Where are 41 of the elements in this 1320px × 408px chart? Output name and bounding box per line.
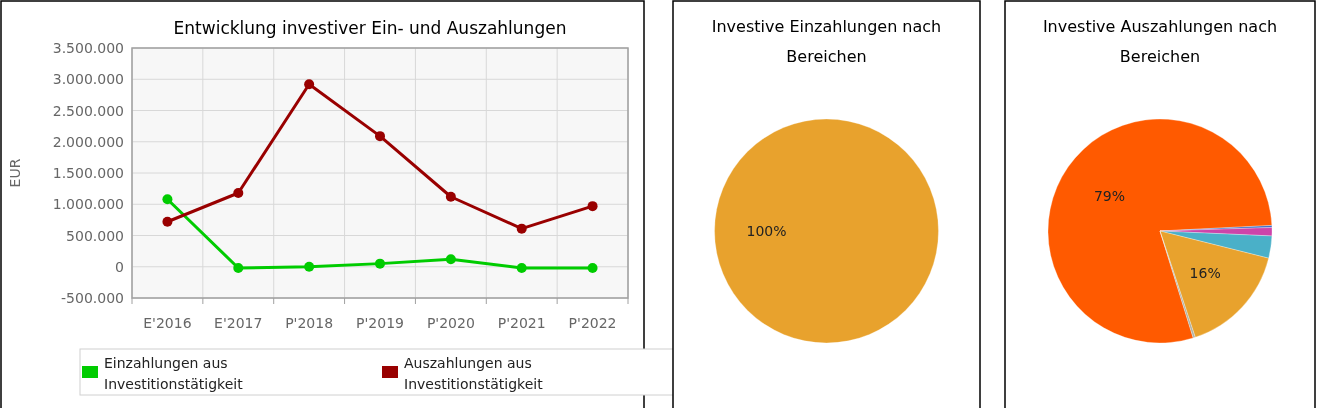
point xyxy=(445,191,456,202)
pie-slice xyxy=(1047,118,1273,344)
y-tick-label: 1.000.000 xyxy=(52,196,124,213)
point xyxy=(233,188,244,198)
x-tick-label: P'2020 xyxy=(426,315,475,331)
y-tick-label: -500.000 xyxy=(61,290,124,306)
point xyxy=(162,194,173,205)
y-tick-label: 2.500.000 xyxy=(52,102,124,119)
data-label: 100% xyxy=(746,223,787,239)
x-tick-label: E'2017 xyxy=(214,315,263,331)
data-label: 79% xyxy=(1093,187,1126,204)
x-tick-label: P'2019 xyxy=(356,315,404,331)
x-tick-label: P'2021 xyxy=(497,315,546,331)
point xyxy=(233,263,244,273)
y-tick-label: 0 xyxy=(115,258,124,275)
chart-title: Investive Auszahlungen nach Bereichen xyxy=(1042,17,1278,66)
point xyxy=(516,223,527,234)
y-axis-title: EUR xyxy=(7,158,23,188)
data-label: 16% xyxy=(1189,264,1221,281)
point xyxy=(587,201,598,212)
chart-title: Entwicklung investiver Ein- und Auszahlungen xyxy=(173,18,567,38)
chart-title: Investive Einzahlungen nach Bereichen xyxy=(711,17,942,66)
point xyxy=(375,258,385,269)
legend-label: Einzahlungen aus Investitionstätigkeit xyxy=(104,355,244,392)
point xyxy=(162,216,173,227)
point xyxy=(304,261,315,272)
y-tick-label: 3.000.000 xyxy=(52,71,124,88)
x-tick-label: P'2018 xyxy=(285,315,334,331)
y-tick-label: 500.000 xyxy=(66,227,124,244)
y-tick-label: 3.500.000 xyxy=(52,40,124,56)
y-tick-label: 2.000.000 xyxy=(52,133,124,150)
point xyxy=(445,254,456,265)
point xyxy=(516,263,527,273)
y-tick-label: 1.500.000 xyxy=(52,165,124,181)
point xyxy=(587,263,598,273)
legend-label: Auszahlungen aus Investitionstätigkeit xyxy=(404,355,544,392)
x-tick-label: E'2016 xyxy=(143,315,192,331)
point xyxy=(304,79,315,90)
point xyxy=(375,131,385,142)
pie-slice xyxy=(1159,230,1269,338)
x-tick-label: P'2022 xyxy=(568,315,617,331)
